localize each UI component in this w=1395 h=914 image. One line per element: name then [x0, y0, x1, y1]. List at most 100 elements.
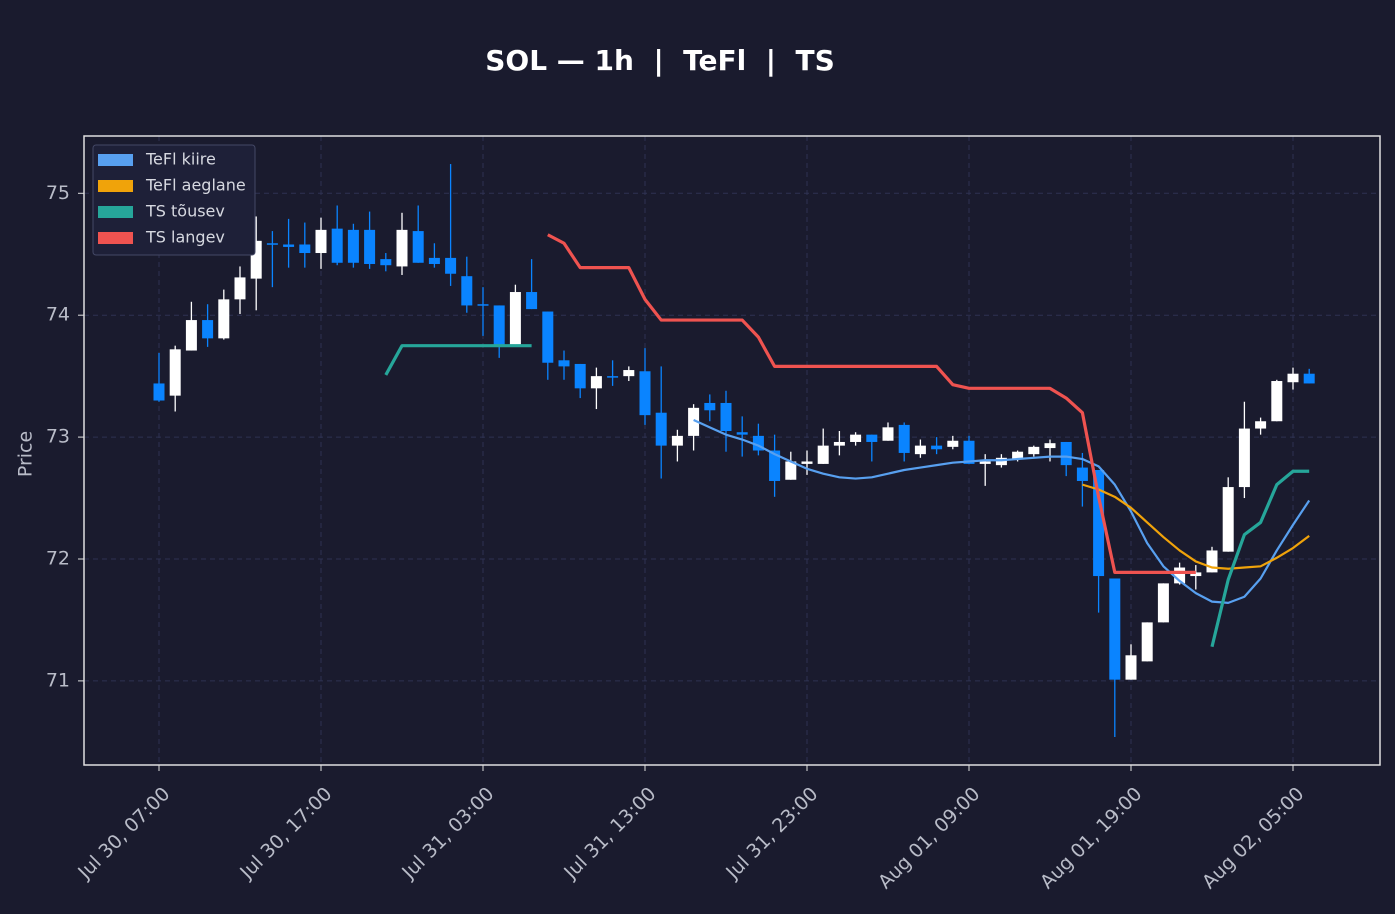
chart-title: SOL — 1h | TeFl | TS	[485, 44, 835, 77]
candle-body	[963, 440, 975, 464]
candle-body	[1238, 428, 1250, 488]
candle-body	[1125, 655, 1137, 680]
candle-body	[509, 292, 521, 345]
y-tick-label: 75	[46, 182, 70, 204]
candle-body	[931, 445, 943, 450]
candle-body	[850, 434, 862, 442]
candle-body	[671, 435, 683, 446]
candle-body	[250, 240, 262, 279]
candle-body	[1303, 373, 1315, 384]
candle-body	[558, 360, 570, 367]
candle-body	[1271, 381, 1283, 422]
legend-label: TeFl kiire	[145, 150, 216, 169]
candle-body	[526, 292, 538, 310]
candle-body	[461, 276, 473, 306]
series-line	[1082, 483, 1310, 570]
candle-body	[218, 299, 230, 339]
candle-body	[882, 427, 894, 441]
x-tick-label: Jul 31, 13:00	[559, 783, 660, 884]
series-line	[693, 419, 1311, 604]
candle-body	[866, 434, 878, 442]
candle-body	[283, 244, 295, 247]
candle-body	[266, 243, 278, 245]
candle-body	[736, 432, 748, 435]
candle-body	[979, 461, 991, 464]
candle-body	[299, 244, 311, 254]
grid	[84, 136, 1380, 765]
legend-swatch	[98, 180, 133, 192]
candle-body	[639, 371, 651, 416]
y-tick-label: 72	[46, 547, 70, 569]
legend-swatch	[98, 154, 133, 166]
candle-body	[1093, 470, 1105, 577]
candle-body	[688, 407, 700, 436]
legend-swatch	[98, 232, 133, 244]
candle-body	[623, 370, 635, 377]
candle-body	[1255, 421, 1267, 429]
candle-body	[315, 229, 327, 254]
x-tick-label: Jul 30, 07:00	[73, 783, 174, 884]
plot-frame	[83, 135, 1381, 766]
x-tick-label: Aug 01, 09:00	[874, 783, 984, 893]
y-tick-label: 73	[46, 426, 70, 448]
candle-body	[720, 402, 732, 431]
y-tick-label: 74	[46, 304, 70, 326]
candle-body	[364, 229, 376, 264]
candle-body	[331, 228, 343, 263]
x-tick-label: Jul 30, 17:00	[235, 783, 336, 884]
candle-body	[1076, 467, 1088, 481]
x-tick-label: Jul 31, 03:00	[397, 783, 498, 884]
candle-body	[1222, 487, 1234, 552]
candle-body	[817, 445, 829, 464]
candle-body	[995, 457, 1007, 466]
candle-body	[1141, 622, 1153, 662]
candle-body	[1174, 567, 1186, 584]
legend: TeFl kiire TeFl aeglane TS tõusev TS langev	[92, 144, 256, 256]
candle-body	[704, 402, 716, 411]
candle-body	[202, 320, 214, 339]
candle-body	[1044, 443, 1056, 449]
candle-body	[655, 412, 667, 446]
candle-body	[914, 445, 926, 455]
candle-body	[428, 257, 440, 264]
candle-body	[396, 229, 408, 267]
candle-body	[1012, 451, 1024, 460]
candle-body	[1190, 572, 1202, 577]
candle-body	[947, 440, 959, 447]
candle-body	[1206, 550, 1218, 573]
series-line	[384, 344, 1310, 648]
candle-body	[769, 450, 781, 481]
candle-body	[477, 304, 489, 306]
candle-body	[898, 424, 910, 453]
candle-body	[347, 229, 359, 263]
candle-body	[1028, 446, 1040, 455]
candle-body	[185, 320, 197, 351]
y-axis-label: Price	[15, 431, 37, 477]
series-line	[547, 233, 1196, 574]
candle-body	[542, 311, 554, 363]
legend-label: TeFl aeglane	[145, 176, 246, 195]
candle-body	[169, 349, 181, 396]
candle-body	[493, 305, 505, 346]
y-tick-label: 71	[46, 669, 70, 691]
legend-label: TS tõusev	[145, 202, 225, 221]
candle-body	[785, 461, 797, 480]
candle-body	[1060, 441, 1072, 466]
candle-body	[801, 461, 813, 464]
candle-body	[153, 383, 165, 401]
legend-label: TS langev	[145, 228, 225, 247]
candle-body	[412, 231, 424, 263]
legend-box	[92, 144, 256, 256]
candle-body	[1109, 578, 1121, 680]
x-tick-label: Jul 31, 23:00	[721, 783, 822, 884]
candle-body	[380, 259, 392, 266]
plot	[153, 164, 1315, 737]
candle-body	[833, 441, 845, 446]
x-tick-label: Aug 02, 05:00	[1198, 783, 1308, 893]
x-tick-label: Aug 01, 19:00	[1036, 783, 1146, 893]
candle-body	[607, 376, 619, 378]
candle-body	[1157, 583, 1169, 623]
candle-body	[234, 277, 246, 300]
